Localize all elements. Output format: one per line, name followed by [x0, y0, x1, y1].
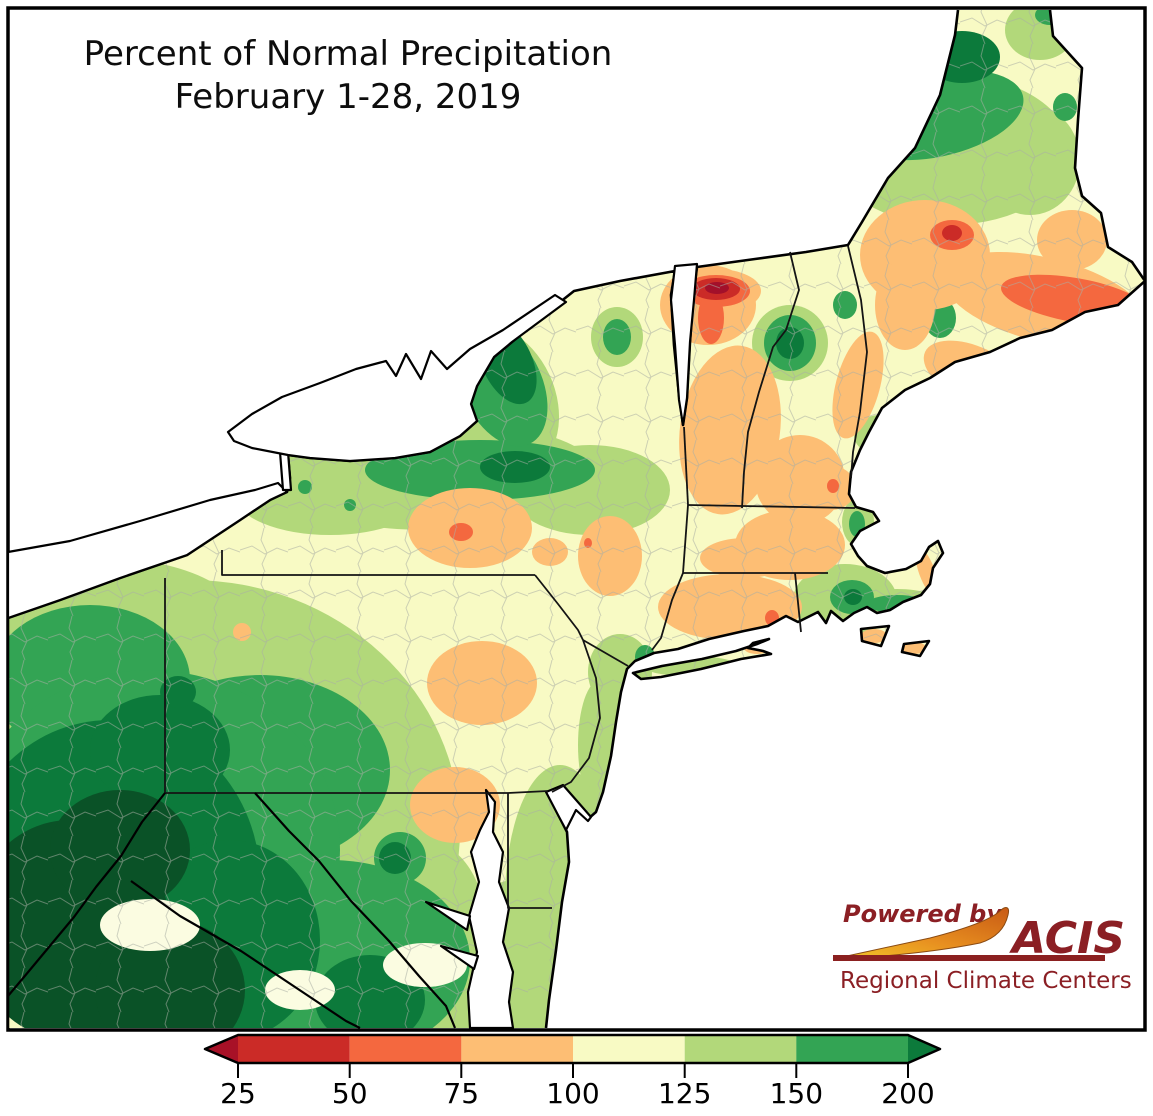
map-title: Percent of Normal Precipitation February…: [84, 34, 613, 117]
title-line-1: Percent of Normal Precipitation: [84, 34, 613, 74]
colorbar-segment: [461, 1035, 573, 1063]
water-bodies: [6, 262, 699, 1030]
tick-label: 100: [546, 1077, 599, 1110]
lake-champlain: [669, 262, 699, 427]
colorbar-ticks: [237, 1063, 909, 1078]
tick-label: 150: [770, 1077, 823, 1110]
swoosh-icon: [832, 907, 1009, 960]
tick-label: 125: [658, 1077, 711, 1110]
title-line-2: February 1-28, 2019: [175, 77, 522, 117]
acis-brand: ACIS: [1009, 913, 1125, 964]
tick-label: 25: [220, 1077, 256, 1110]
long-island: [631, 637, 773, 681]
rappahannock-estuary: [439, 944, 480, 971]
colorbar-tick-labels: 25 50 75 100 125 150 200: [220, 1077, 935, 1110]
colorbar-left-arrow: [205, 1035, 238, 1063]
colorbar-segment: [684, 1035, 797, 1063]
marthas-vineyard: [859, 624, 891, 648]
tick-label: 75: [443, 1077, 479, 1110]
colorbar-segment: [349, 1035, 462, 1063]
tick-label: 200: [881, 1077, 934, 1110]
nantucket: [900, 639, 931, 658]
acis-logo: Powered by ACIS Regional Climate Centers: [832, 900, 1132, 994]
potomac-estuary: [424, 900, 472, 932]
colorbar-segment: [238, 1035, 350, 1063]
colorbar: 25 50 75 100 125 150 200: [203, 1033, 942, 1110]
lake-ontario: [226, 293, 568, 463]
colorbar-segment: [796, 1035, 908, 1063]
logo-underline: [833, 955, 1105, 961]
lake-erie: [6, 481, 289, 620]
colorbar-right-arrow: [908, 1035, 940, 1063]
delaware-bay: [544, 783, 593, 832]
niagara-river: [278, 450, 293, 492]
state-borders: [7, 245, 868, 1029]
tick-label: 50: [332, 1077, 368, 1110]
logo-tagline: Regional Climate Centers: [840, 968, 1132, 994]
colorbar-segment: [573, 1035, 685, 1063]
